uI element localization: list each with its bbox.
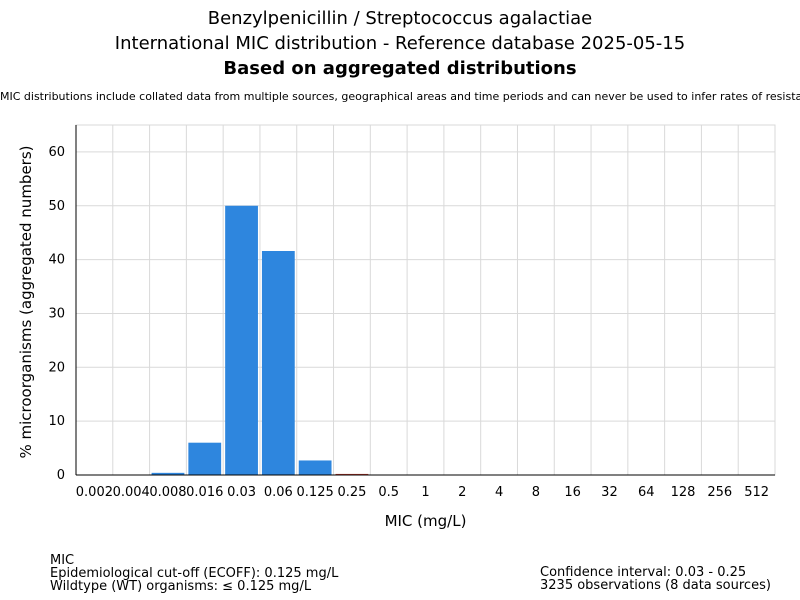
- axis-labels: 0 10 20 30 40 50 60 0.002 0.004 0.008 0.016 0.03 0.0…: [17, 145, 769, 530]
- x-tick-label: 8: [532, 485, 540, 500]
- x-axis-title: MIC (mg/L): [385, 512, 467, 530]
- axes: [75, 125, 775, 476]
- y-tick-label: 40: [48, 253, 65, 268]
- x-tick-label: 128: [671, 485, 696, 500]
- footer-ecoff: Epidemiological cut-off (ECOFF): 0.125 m…: [50, 566, 339, 581]
- bars: [151, 205, 369, 475]
- y-tick-label: 0: [57, 468, 65, 483]
- bar-0.016: [188, 442, 222, 475]
- x-tick-label: 512: [744, 485, 769, 500]
- x-tick-label: 0.004: [113, 485, 150, 500]
- x-tick-label: 0.5: [378, 485, 399, 500]
- footer-right: Confidence interval: 0.03 - 0.25 3235 ob…: [540, 566, 771, 592]
- x-tick-label: 0.06: [264, 485, 293, 500]
- x-tick-label: 16: [564, 485, 581, 500]
- grid-lines: [75, 124, 776, 476]
- y-tick-label: 50: [48, 199, 65, 214]
- bar-0.06: [261, 251, 295, 475]
- x-tick-label: 32: [601, 485, 618, 500]
- disclaimer-note: MIC distributions include collated data …: [0, 90, 800, 103]
- bar-0.008: [151, 472, 185, 475]
- x-tick-label: 0.25: [337, 485, 366, 500]
- x-tick-label: 1: [421, 485, 429, 500]
- x-tick-label: 64: [638, 485, 655, 500]
- footer-confidence-interval: Confidence interval: 0.03 - 0.25: [540, 565, 747, 580]
- y-tick-label: 20: [48, 360, 65, 375]
- y-tick-label: 60: [48, 145, 65, 160]
- footer-left: MIC Epidemiological cut-off (ECOFF): 0.1…: [50, 554, 338, 593]
- x-tick-label: 0.008: [149, 485, 186, 500]
- bar-0.03: [225, 205, 258, 475]
- x-tick-label: 256: [707, 485, 732, 500]
- footer-mic-label: MIC: [50, 553, 75, 568]
- x-tick-label: 4: [495, 485, 503, 500]
- bar-0.25: [335, 473, 369, 475]
- plot-frame: [75, 124, 776, 476]
- chart-title: Benzylpenicillin / Streptococcus agalact…: [207, 8, 593, 29]
- y-axis-title: % microorganisms (aggregated numbers): [17, 145, 35, 458]
- mic-bar-chart: 0 10 20 30 40 50 60 0.002 0.004 0.008 0.016 0.03 0.0…: [17, 124, 776, 530]
- bar-0.125: [298, 460, 332, 475]
- footer-observations: 3235 observations (8 data sources): [540, 578, 771, 593]
- y-tick-label: 30: [48, 306, 65, 321]
- x-tick-label: 0.016: [186, 485, 223, 500]
- y-tick-label: 10: [48, 414, 65, 429]
- x-tick-label: 0.03: [227, 485, 256, 500]
- chart-subtitle: International MIC distribution - Referen…: [114, 33, 686, 54]
- chart-subtitle-bold: Based on aggregated distributions: [223, 58, 577, 79]
- x-tick-label: 0.002: [76, 485, 113, 500]
- x-tick-label: 2: [458, 485, 466, 500]
- footer-wildtype: Wildtype (WT) organisms: ≤ 0.125 mg/L: [50, 579, 312, 594]
- x-tick-label: 0.125: [297, 485, 334, 500]
